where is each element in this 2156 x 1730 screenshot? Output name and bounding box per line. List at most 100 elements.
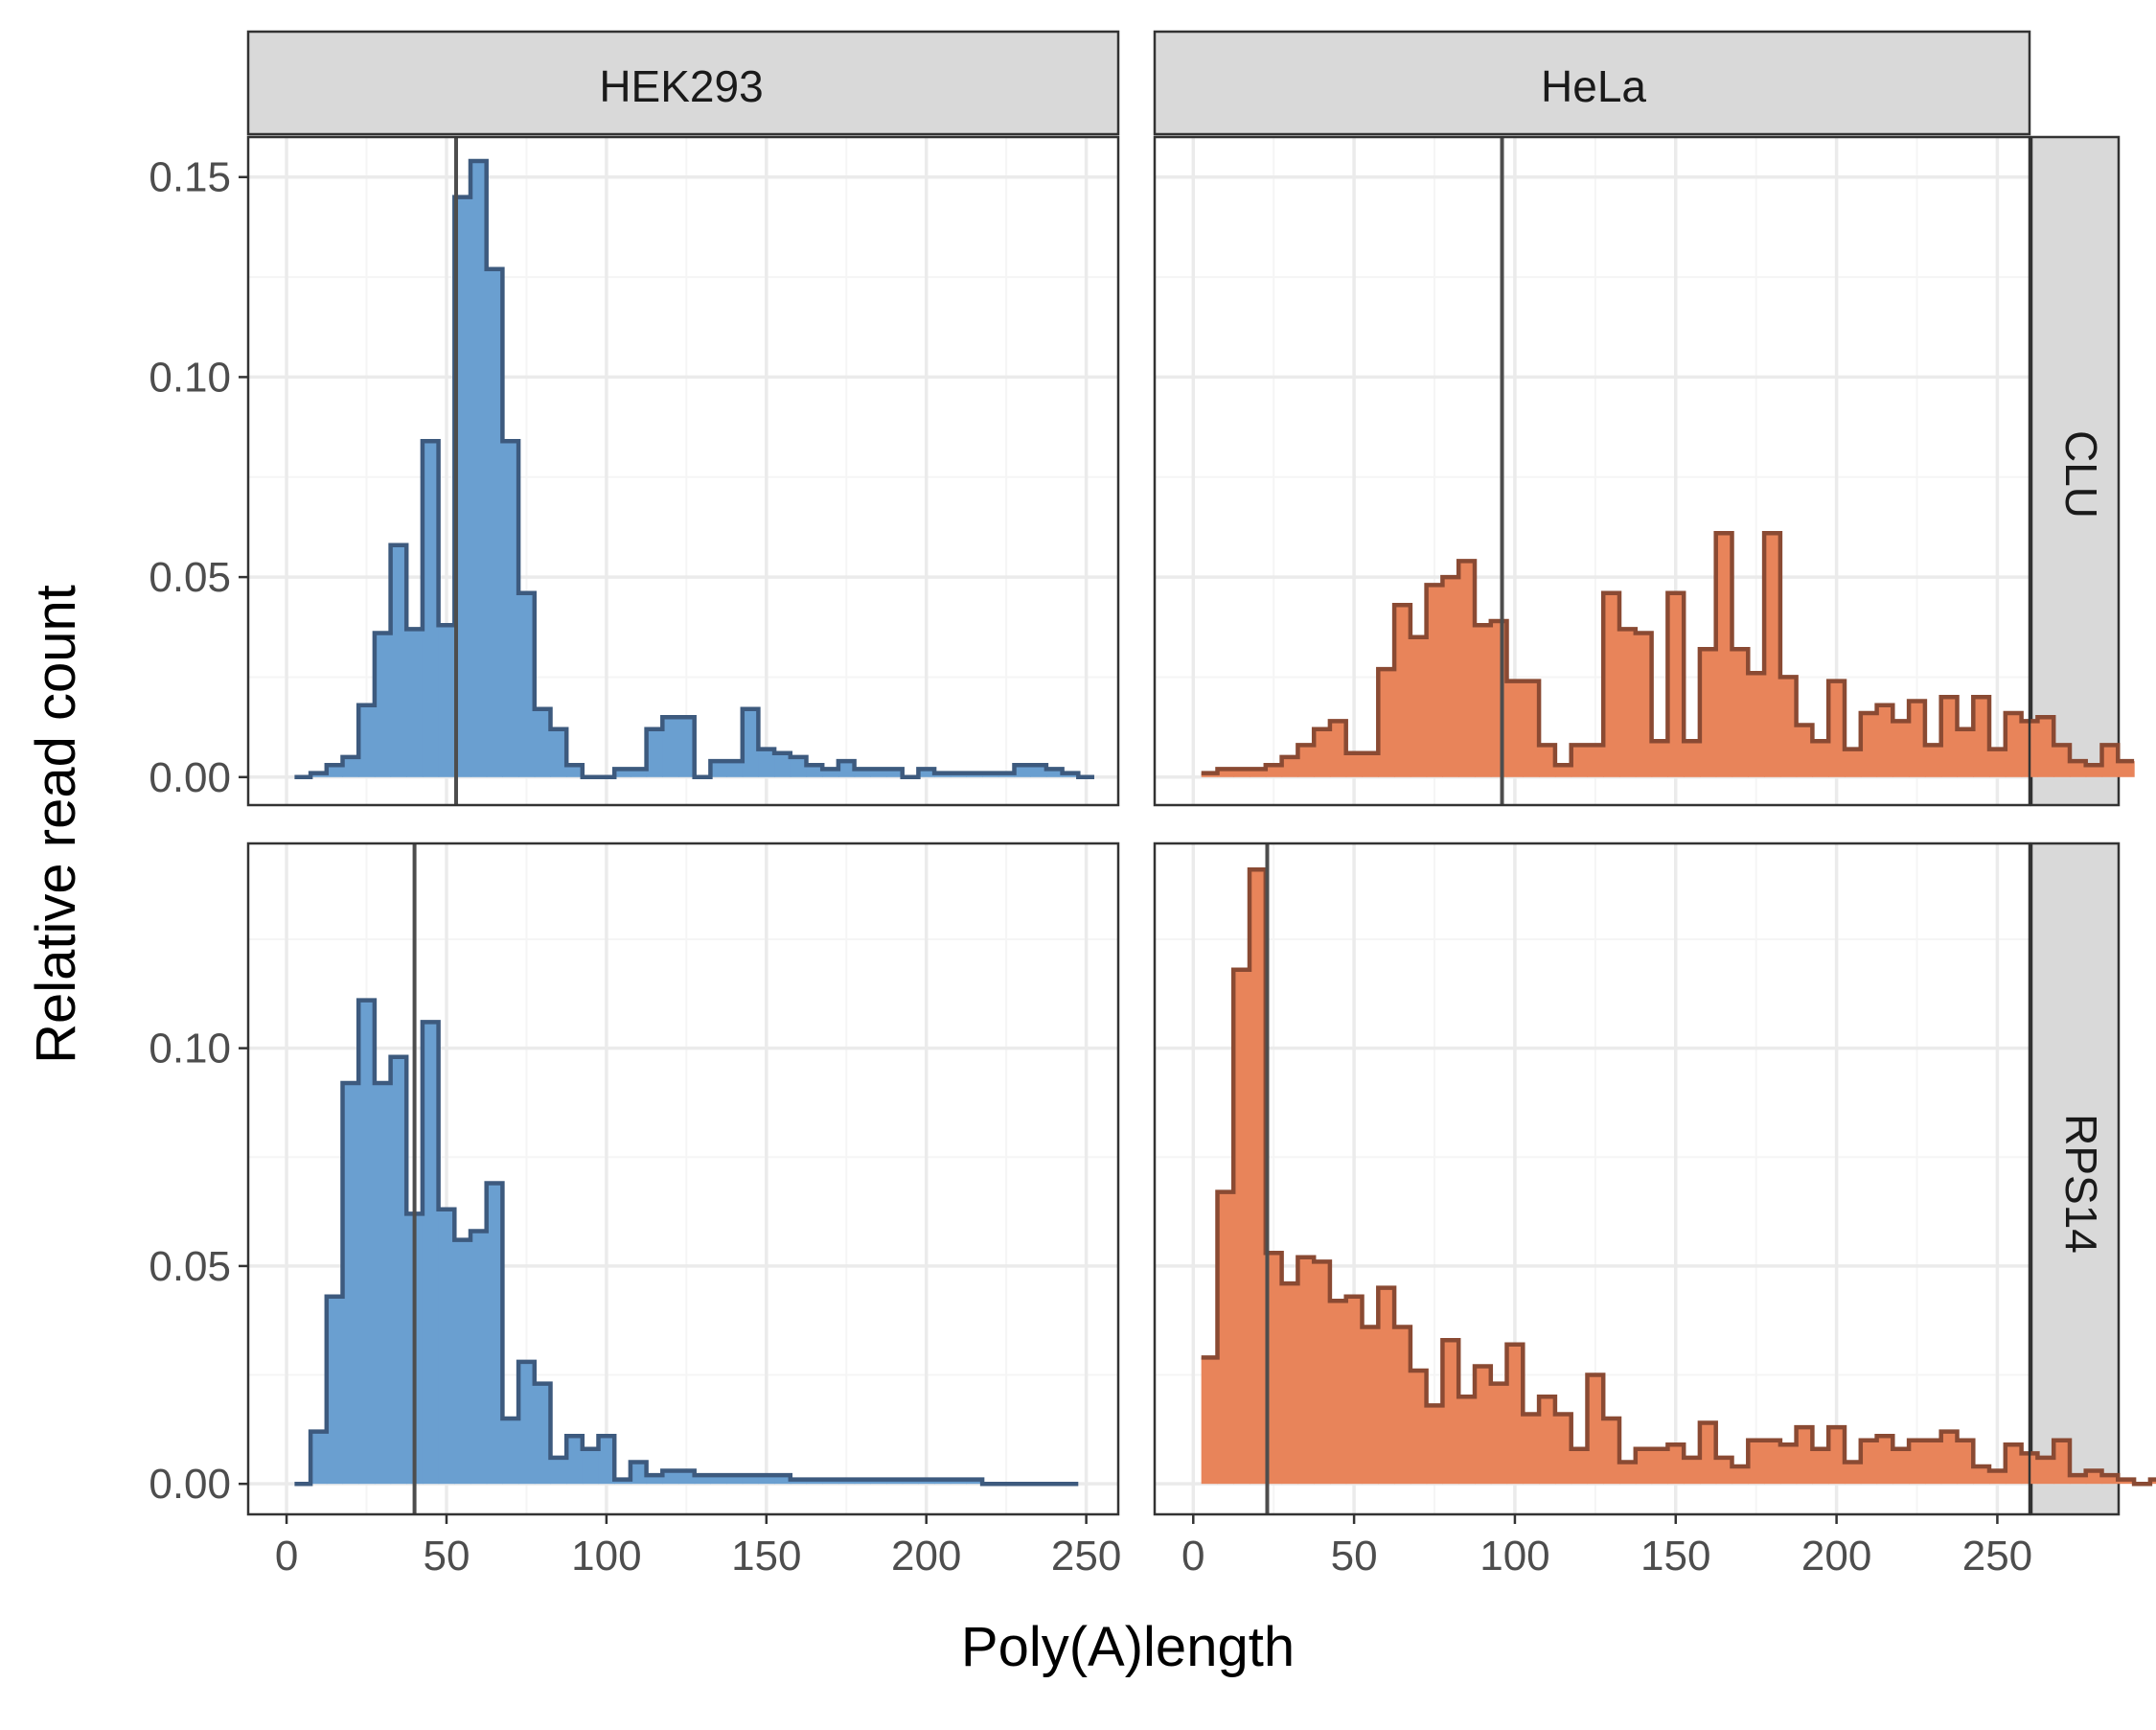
panel-background-hela-clu [1155,137,2030,805]
histogram-bar [2101,1475,2119,1485]
histogram-bar [822,1479,839,1485]
histogram-bar [1490,1383,1508,1485]
histogram-bar [566,1436,584,1485]
histogram-bar [662,717,679,777]
histogram-bar [342,1083,359,1485]
histogram-bar [1250,769,1267,777]
histogram-bar [774,752,791,777]
histogram-bar [582,1448,600,1485]
histogram-outline [1201,867,2156,1487]
histogram-bar [1474,625,1492,777]
x-tick-label: 150 [731,1533,801,1580]
histogram-bar [1828,680,1846,777]
strip-hek293 [246,30,1120,136]
histogram-bar [1571,1448,1589,1485]
y-tick-label: 0.15 [149,154,231,201]
histogram-bar [1684,741,1701,777]
histogram-bar [1250,869,1267,1485]
histogram-bar [438,1209,455,1485]
histogram-bar [326,1296,344,1485]
histogram-bar [2118,761,2135,777]
histogram-bar [1603,1419,1620,1485]
histogram-bar [918,1479,935,1485]
histogram-bar [790,756,808,777]
y-tick-label: 0.05 [149,1243,231,1290]
histogram-bar [1844,1462,1862,1485]
histogram-bar [2069,1475,2087,1485]
histogram-bar [486,268,503,777]
strip-clu [2030,135,2121,807]
strip-rps14 [2030,842,2121,1516]
histogram-bar [1844,749,1862,777]
histogram-bar [854,1479,871,1485]
histogram-bar [1812,741,1829,777]
histogram-bar [1314,1261,1331,1485]
histogram-bar [1233,769,1250,777]
histogram-bar [1554,1414,1572,1485]
histogram-bar [598,1436,615,1485]
histogram-bar [1014,765,1031,777]
histogram-bar [1217,1191,1234,1485]
histogram-bar [1394,1326,1411,1485]
histogram-bar [885,769,904,777]
histogram-bar [422,1022,440,1485]
histogram-bar [1314,728,1331,777]
histogram-bar [1699,649,1717,777]
histogram-bar [1764,533,1781,777]
strip-label-hek293: HEK293 [599,61,763,111]
histogram-bar [1297,1257,1315,1485]
histogram-bar [726,761,744,777]
y-tick-label: 0.05 [149,554,231,601]
x-tick-label: 100 [1479,1533,1549,1580]
histogram-bar [502,441,519,777]
histogram-bar [2005,713,2023,777]
histogram-bar [1458,1396,1476,1485]
histogram-bar [1523,680,1540,777]
histogram-bar [1779,1444,1798,1485]
histogram-bar [1635,1448,1653,1485]
histogram-bar [1860,713,1878,777]
y-axis-title: Relative read count [25,585,87,1064]
histogram-bar [1410,1371,1428,1485]
histogram-bar [1909,1440,1926,1485]
histogram-bar [1539,1396,1556,1485]
histogram-bar [1378,1287,1395,1485]
x-tick-label: 250 [1962,1533,2032,1580]
histogram-bar [1796,1427,1814,1485]
histogram-outline [294,998,1079,1487]
histogram-bar [646,1475,663,1485]
histogram-bar [486,1183,503,1485]
histogram-bar [342,756,359,777]
panel-hek293-rps14 [246,842,1120,1516]
histogram-bar [1924,1440,1942,1485]
histogram-bar [966,1479,983,1485]
histogram-bar [806,765,823,777]
panel-hela-clu [1153,135,2135,807]
histogram-bar [934,1479,952,1485]
histogram-bar [1957,728,1974,777]
histogram-bar [806,1479,823,1485]
histogram-bar [1748,673,1765,777]
histogram-bar [1281,756,1298,777]
histogram-bar [1426,1405,1444,1485]
histogram-bar [2085,765,2103,777]
histogram-bar [1265,765,1283,777]
histogram-bar [2085,1470,2103,1485]
histogram-bar [1265,1253,1283,1485]
histogram-bar [1924,745,1942,777]
panels-layer [246,30,2156,1516]
strip-label-clu: CLU [2056,430,2106,519]
histogram-outline [1201,530,2135,775]
histogram-bar [1030,765,1047,777]
histogram-bar [1619,629,1637,777]
x-tick-label: 0 [1181,1533,1204,1580]
histogram-bar [374,633,392,777]
histogram-bar [1539,745,1556,777]
histogram-bar [534,708,552,777]
histogram-bar [1362,1326,1379,1485]
histogram-bar [677,717,696,777]
panel-hela-rps14 [1153,842,2156,1516]
histogram-bar [1715,1457,1733,1485]
